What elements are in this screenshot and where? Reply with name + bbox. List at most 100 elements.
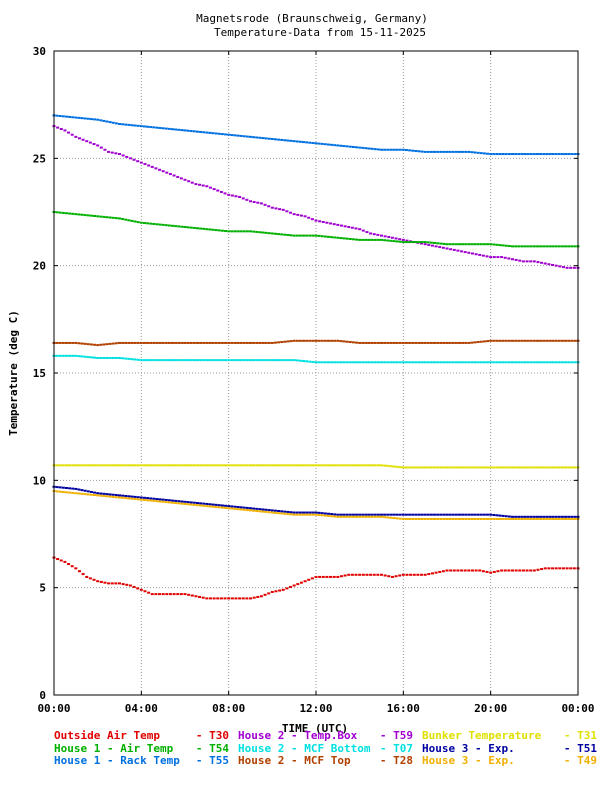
data-point [239,341,243,344]
data-point [183,178,187,181]
data-point [67,563,71,566]
data-point [158,359,162,362]
data-point [454,150,458,153]
data-point [376,341,380,344]
data-point [392,361,396,364]
data-point [317,234,321,237]
legend-entry-name: Bunker Temperature [422,729,542,742]
data-point [199,341,203,344]
data-point [547,263,551,266]
data-point [146,359,150,362]
data-point [307,578,311,581]
data-point [314,511,318,514]
data-point [433,513,437,516]
data-point [74,341,78,344]
data-point [411,361,415,364]
data-point [111,493,115,496]
data-point [518,259,522,262]
data-point [408,466,412,469]
data-point [255,341,259,344]
chart-title-line-1: Magnetsrode (Braunschweig, Germany) [196,12,428,25]
data-point [63,129,67,132]
data-point [323,143,327,146]
data-point [358,573,362,576]
data-point [373,515,377,518]
data-point [345,340,349,343]
data-point [96,492,100,495]
data-point [429,241,433,244]
data-point [61,354,65,357]
data-point [252,359,256,362]
data-point [332,575,336,578]
data-point [317,513,321,516]
data-point [560,517,564,520]
data-point [255,464,259,467]
data-point [205,464,209,467]
data-point [245,230,249,233]
data-point [339,515,343,518]
data-point [554,517,558,520]
data-point [230,464,234,467]
data-point [202,131,206,134]
data-point [177,500,181,503]
data-point [467,243,471,246]
data-point [93,464,97,467]
data-point [389,465,393,468]
data-point [414,466,418,469]
data-point [146,464,150,467]
data-point [167,501,171,504]
data-point [535,361,539,364]
data-point [395,341,399,344]
data-point [149,497,153,500]
data-point [146,125,150,128]
data-point [473,513,477,516]
data-point [489,256,493,259]
data-point [427,573,431,576]
data-point [61,211,65,214]
data-point [249,135,252,138]
data-point [325,221,329,224]
data-point [325,575,329,578]
data-point [317,511,321,514]
data-point [479,340,483,343]
data-point [214,503,218,506]
data-point [470,361,474,364]
data-point [551,515,555,518]
data-point [130,497,134,500]
data-point [417,517,421,520]
data-point [149,499,153,502]
data-point [561,567,565,570]
data-point [194,183,198,186]
data-point [158,341,162,344]
data-point [364,147,368,150]
data-point [445,341,449,344]
data-point [523,153,527,156]
data-point [417,341,421,344]
data-point [211,132,215,135]
data-point [85,140,89,143]
data-point [61,486,65,489]
data-point [130,341,134,344]
data-point [202,341,206,344]
data-point [565,567,569,570]
data-point [367,238,371,241]
data-point [227,193,231,196]
series-T07 [52,354,580,364]
data-point [386,361,390,364]
data-point [476,341,480,344]
data-point [478,253,482,256]
data-point [283,510,287,513]
data-point [303,215,307,218]
data-point [286,513,290,516]
data-point [249,230,252,233]
data-point [333,513,337,516]
data-point [277,510,281,512]
data-point [401,513,405,516]
data-point [355,464,359,467]
data-point [564,517,568,520]
data-point [317,361,321,364]
data-point [164,359,168,362]
data-point [389,239,393,242]
data-point [114,342,118,345]
data-point [532,361,536,364]
